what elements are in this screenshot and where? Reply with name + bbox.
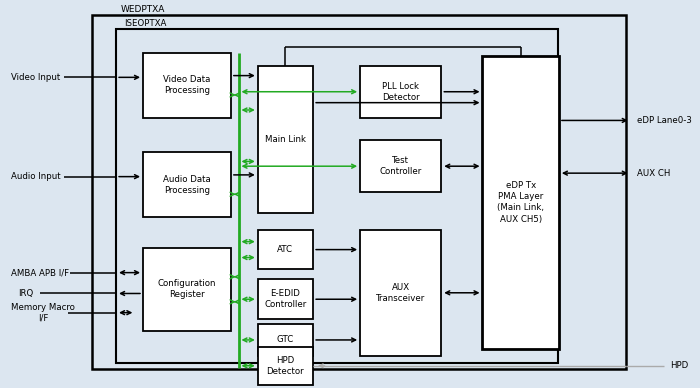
Text: AUX CH: AUX CH bbox=[638, 169, 671, 178]
Text: HPD: HPD bbox=[670, 361, 688, 370]
Bar bbox=[482, 56, 559, 349]
Bar bbox=[258, 230, 313, 269]
Bar bbox=[360, 230, 441, 356]
Text: Memory Macro
I/F: Memory Macro I/F bbox=[11, 303, 75, 323]
Text: AUX
Transceiver: AUX Transceiver bbox=[376, 283, 426, 303]
Text: HPD
Detector: HPD Detector bbox=[267, 356, 304, 376]
Text: Test
Controller: Test Controller bbox=[379, 156, 422, 176]
Text: IRQ: IRQ bbox=[19, 289, 34, 298]
Text: Audio Input: Audio Input bbox=[11, 172, 61, 181]
Bar bbox=[116, 29, 558, 363]
Text: AMBA APB I/F: AMBA APB I/F bbox=[11, 268, 69, 277]
Bar bbox=[360, 140, 441, 192]
Text: Configuration
Register: Configuration Register bbox=[158, 279, 216, 300]
Text: Audio Data
Processing: Audio Data Processing bbox=[163, 175, 211, 195]
Text: WEDPTXA: WEDPTXA bbox=[121, 5, 165, 14]
Text: E-EDID
Controller: E-EDID Controller bbox=[265, 289, 307, 309]
Bar bbox=[143, 53, 231, 118]
Bar bbox=[258, 347, 313, 385]
Text: Video Data
Processing: Video Data Processing bbox=[163, 75, 211, 95]
Text: Main Link: Main Link bbox=[265, 135, 306, 144]
Bar bbox=[92, 15, 626, 369]
Bar bbox=[258, 279, 313, 319]
Bar bbox=[258, 66, 313, 213]
Text: Video Input: Video Input bbox=[11, 73, 60, 82]
Text: GTC: GTC bbox=[276, 336, 294, 345]
Bar bbox=[360, 66, 441, 118]
Text: ATC: ATC bbox=[277, 245, 293, 254]
Text: eDP Tx
PMA Layer
(Main Link,
AUX CH5): eDP Tx PMA Layer (Main Link, AUX CH5) bbox=[497, 181, 544, 223]
Bar bbox=[143, 248, 231, 331]
Text: ISEOPTXA: ISEOPTXA bbox=[124, 19, 166, 28]
Text: PLL Lock
Detector: PLL Lock Detector bbox=[382, 82, 419, 102]
Bar bbox=[258, 324, 313, 356]
Bar bbox=[143, 152, 231, 217]
Text: eDP Lane0-3: eDP Lane0-3 bbox=[638, 116, 692, 125]
